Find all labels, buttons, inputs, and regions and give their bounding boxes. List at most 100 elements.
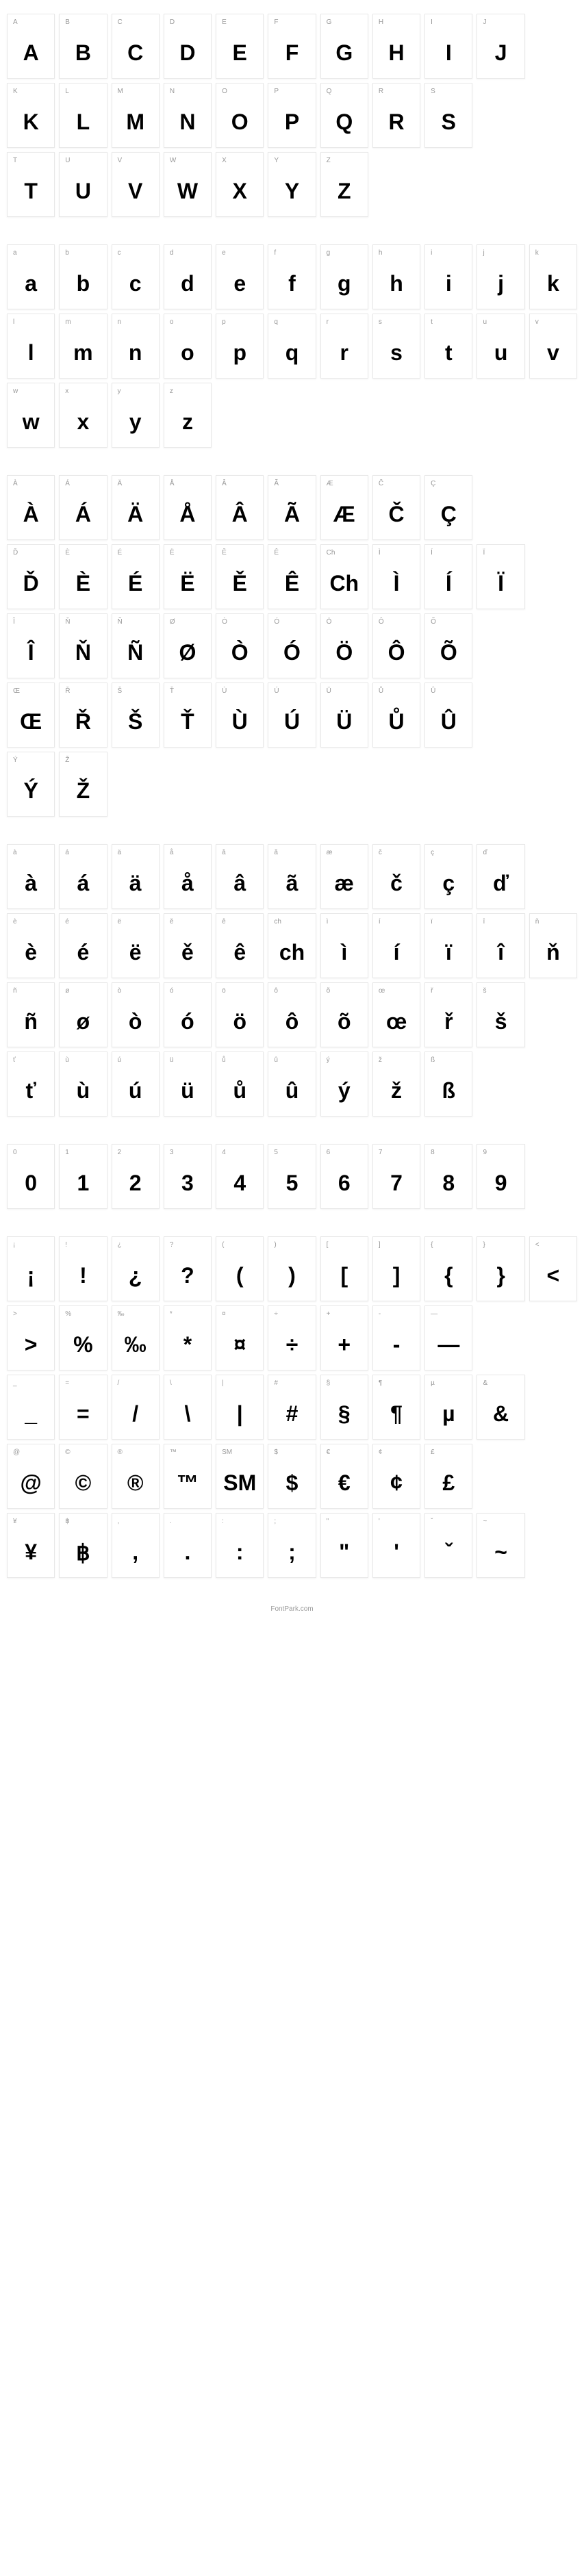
glyph-cell: ĎĎ [7, 544, 55, 609]
glyph-section: ÀÀÁÁÄÄÅÅÂÂÃÃÆÆČČÇÇĎĎÈÈÉÉËËĚĚÊÊChChÌÌÍÍÏÏ… [7, 475, 577, 817]
glyph-label: 5 [268, 1145, 315, 1158]
glyph-char: l [8, 328, 54, 378]
glyph-cell: ïï [424, 913, 472, 978]
glyph-cell: ÂÂ [216, 475, 264, 540]
glyph-label: z [164, 383, 211, 397]
glyph-char: j [477, 259, 524, 309]
glyph-cell: ¤¤ [216, 1305, 264, 1370]
glyph-cell: @@ [7, 1444, 55, 1509]
glyph-char: Z [321, 166, 368, 216]
glyph-label: w [8, 383, 54, 397]
glyph-cell: íí [372, 913, 420, 978]
glyph-cell: ÙÙ [216, 683, 264, 748]
glyph-cell: ññ [7, 982, 55, 1047]
glyph-cell: cc [112, 244, 160, 309]
glyph-cell: ìì [320, 913, 368, 978]
glyph-cell: ůů [216, 1051, 264, 1117]
glyph-cell: œœ [372, 982, 420, 1047]
empty-cell [529, 1513, 577, 1578]
glyph-cell: ÖÖ [320, 613, 368, 678]
glyph-cell: CC [112, 14, 160, 79]
glyph-cell: €€ [320, 1444, 368, 1509]
glyph-cell: ++ [320, 1305, 368, 1370]
glyph-cell: ÚÚ [268, 683, 316, 748]
glyph-char: Č [373, 489, 420, 539]
glyph-label: Ö [321, 614, 368, 628]
glyph-label: q [268, 314, 315, 328]
glyph-cell: ææ [320, 844, 368, 909]
glyph-char: ó [164, 997, 211, 1047]
glyph-char: ) [268, 1251, 315, 1301]
glyph-char: ¶ [373, 1389, 420, 1439]
glyph-cell: uu [477, 314, 524, 379]
glyph-label: Ø [164, 614, 211, 628]
glyph-char: è [8, 928, 54, 978]
glyph-label: û [268, 1052, 315, 1066]
glyph-label: Â [216, 476, 263, 489]
glyph-cell: mm [59, 314, 107, 379]
glyph-cell: (( [216, 1236, 264, 1301]
glyph-label: € [321, 1444, 368, 1458]
glyph-label: ď [477, 845, 524, 858]
glyph-cell: čč [372, 844, 420, 909]
glyph-char: Ò [216, 628, 263, 678]
glyph-cell: nn [112, 314, 160, 379]
glyph-char: k [530, 259, 576, 309]
glyph-char: ç [425, 858, 472, 908]
glyph-label: ů [216, 1052, 263, 1066]
glyph-char: É [112, 559, 159, 609]
glyph-cell: pp [216, 314, 264, 379]
glyph-label: ö [216, 983, 263, 997]
empty-cell [112, 752, 160, 817]
glyph-cell: ¥¥ [7, 1513, 55, 1578]
glyph-cell: ## [268, 1375, 316, 1440]
glyph-char: € [321, 1458, 368, 1508]
glyph-char: 1 [60, 1158, 106, 1208]
glyph-cell: õõ [320, 982, 368, 1047]
empty-cell [320, 383, 368, 448]
glyph-char: û [268, 1066, 315, 1116]
glyph-label: B [60, 14, 106, 28]
glyph-char: @ [8, 1458, 54, 1508]
glyph-label: Ä [112, 476, 159, 489]
glyph-label: Ñ [112, 614, 159, 628]
glyph-char: % [60, 1320, 106, 1370]
glyph-label: _ [8, 1375, 54, 1389]
glyph-cell: ¡¡ [7, 1236, 55, 1301]
glyph-char: à [8, 858, 54, 908]
glyph-char: Ï [477, 559, 524, 609]
glyph-cell: HH [372, 14, 420, 79]
glyph-char: F [268, 28, 315, 78]
glyph-cell: BB [59, 14, 107, 79]
glyph-label: Š [112, 683, 159, 697]
empty-cell [477, 152, 524, 217]
glyph-label: 4 [216, 1145, 263, 1158]
glyph-cell: ëë [112, 913, 160, 978]
glyph-cell: ďď [477, 844, 524, 909]
glyph-char: s [373, 328, 420, 378]
glyph-char: O [216, 97, 263, 147]
glyph-label: 9 [477, 1145, 524, 1158]
glyph-label: Č [373, 476, 420, 489]
glyph-label: ÷ [268, 1306, 315, 1320]
glyph-label: ň [530, 914, 576, 928]
glyph-char: / [112, 1389, 159, 1439]
glyph-char: ö [216, 997, 263, 1047]
glyph-cell: ~~ [477, 1513, 524, 1578]
glyph-cell: tt [424, 314, 472, 379]
glyph-char: ® [112, 1458, 159, 1508]
glyph-char: ? [164, 1251, 211, 1301]
glyph-label: ch [268, 914, 315, 928]
glyph-label: 3 [164, 1145, 211, 1158]
glyph-cell: üü [164, 1051, 212, 1117]
glyph-label: G [321, 14, 368, 28]
glyph-cell: ťť [7, 1051, 55, 1117]
glyph-char: R [373, 97, 420, 147]
glyph-section: ààááääååââããææččççďďèèééëëěěêêchchììííïï… [7, 844, 577, 1117]
glyph-cell: óó [164, 982, 212, 1047]
glyph-cell: ee [216, 244, 264, 309]
glyph-cell: ÄÄ [112, 475, 160, 540]
glyph-label: o [164, 314, 211, 328]
glyph-cell: ˇˇ [424, 1513, 472, 1578]
glyph-cell: ØØ [164, 613, 212, 678]
